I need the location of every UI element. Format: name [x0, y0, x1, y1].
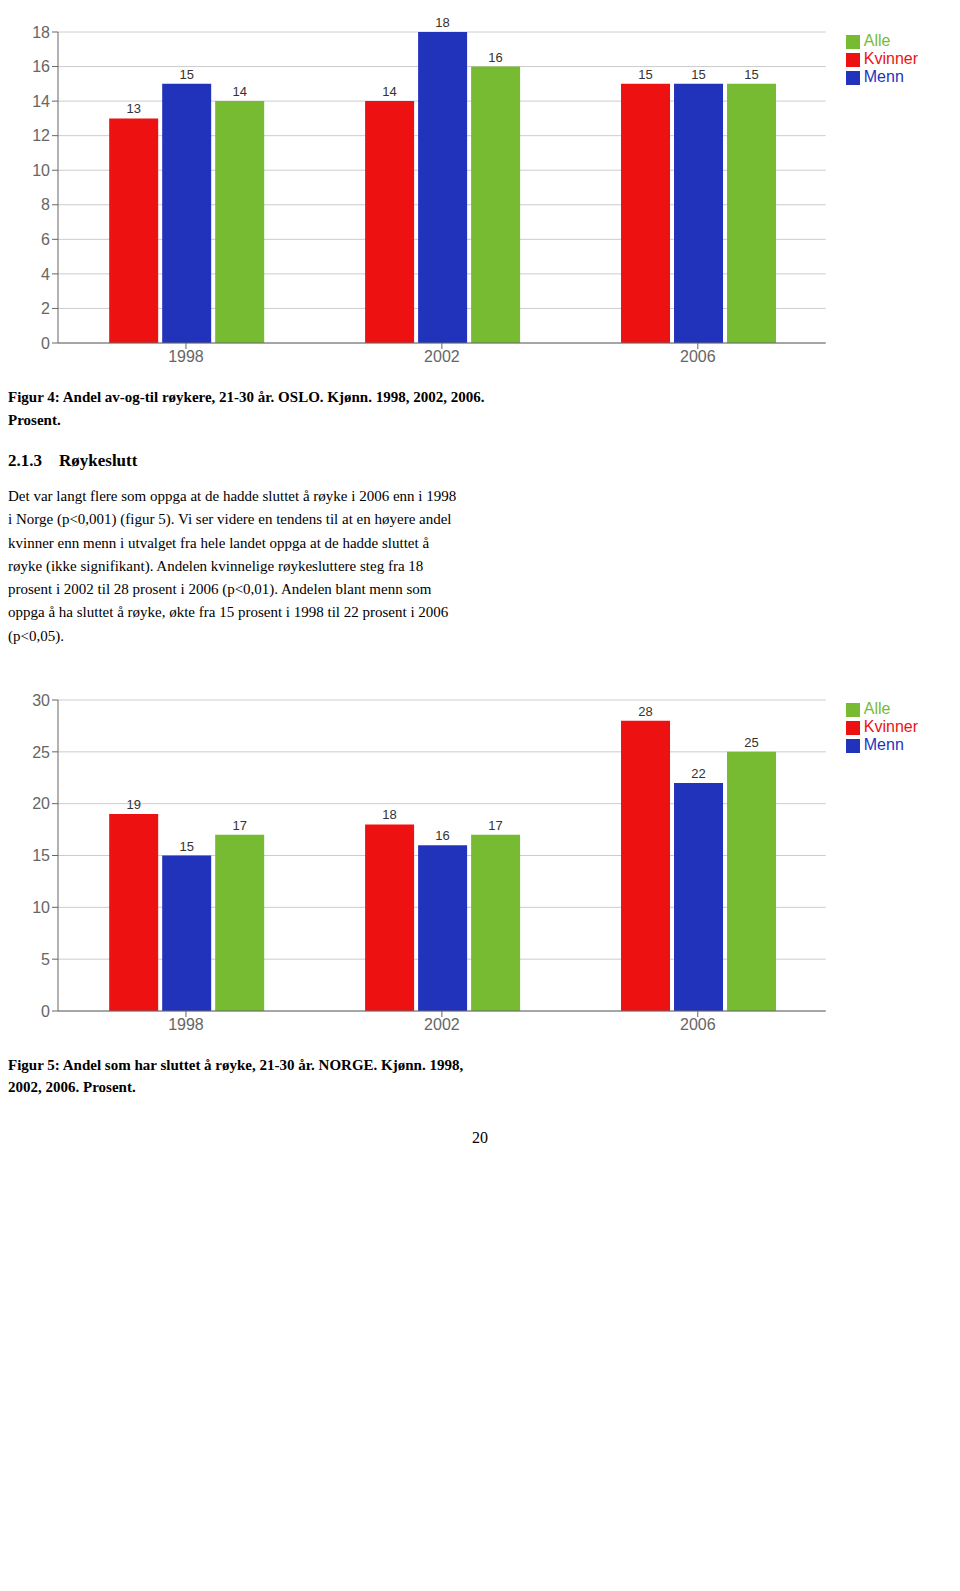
- svg-text:1998: 1998: [168, 1016, 204, 1033]
- svg-text:8: 8: [41, 196, 50, 213]
- svg-text:14: 14: [232, 84, 246, 99]
- html-text:Figur 5: Andel som har sluttet: Figur 5: Andel som har sluttet å røyke, …: [8, 1056, 464, 1096]
- svg-text:15: 15: [744, 67, 758, 82]
- svg-text:18: 18: [435, 15, 449, 30]
- svg-text:15: 15: [638, 67, 652, 82]
- html-text:Kvinner: Kvinner: [863, 50, 918, 67]
- svg-text:6: 6: [41, 231, 50, 248]
- svg-text:16: 16: [32, 58, 50, 75]
- svg-text:2: 2: [41, 300, 50, 317]
- html-text:Menn: Menn: [863, 68, 904, 85]
- svg-text:16: 16: [435, 828, 449, 843]
- html-text:2.1.3 Røykeslutt: 2.1.3 Røykeslutt: [8, 451, 138, 470]
- svg-text:16: 16: [488, 50, 502, 65]
- svg-text:17: 17: [488, 818, 502, 833]
- svg-text:2006: 2006: [680, 348, 716, 365]
- svg-text:25: 25: [32, 743, 50, 760]
- html-text:Alle: Alle: [863, 32, 891, 49]
- html-text:20: 20: [472, 1128, 488, 1146]
- svg-text:17: 17: [232, 818, 246, 833]
- svg-text:15: 15: [32, 847, 50, 864]
- svg-text:22: 22: [691, 766, 705, 781]
- svg-text:2006: 2006: [680, 1016, 716, 1033]
- svg-text:0: 0: [41, 1002, 50, 1019]
- svg-text:13: 13: [126, 101, 140, 116]
- svg-text:4: 4: [41, 266, 50, 283]
- svg-text:1998: 1998: [168, 348, 204, 365]
- html-text:Menn: Menn: [863, 735, 904, 753]
- svg-text:5: 5: [41, 951, 50, 968]
- svg-text:18: 18: [32, 24, 50, 41]
- svg-text:28: 28: [638, 703, 652, 718]
- svg-text:10: 10: [32, 899, 50, 916]
- svg-text:2002: 2002: [424, 1016, 460, 1033]
- svg-text:15: 15: [179, 67, 193, 82]
- svg-text:19: 19: [126, 797, 140, 812]
- svg-text:15: 15: [179, 838, 193, 853]
- html-text:Figur 4: Andel av-og-til røyke: Figur 4: Andel av-og-til røykere, 21-30 …: [8, 389, 485, 428]
- svg-text:0: 0: [41, 335, 50, 352]
- svg-text:15: 15: [691, 67, 705, 82]
- svg-text:30: 30: [32, 691, 50, 708]
- svg-text:12: 12: [32, 127, 50, 144]
- svg-text:2002: 2002: [424, 348, 460, 365]
- html-text:Det var langt flere som oppga: Det var langt flere som oppga at de hadd…: [8, 488, 457, 644]
- html-text:Alle: Alle: [863, 699, 891, 717]
- svg-text:10: 10: [32, 162, 50, 179]
- svg-text:20: 20: [32, 795, 50, 812]
- svg-text:25: 25: [744, 735, 758, 750]
- svg-text:18: 18: [382, 807, 396, 822]
- html-text:Kvinner: Kvinner: [863, 717, 918, 735]
- svg-text:14: 14: [382, 84, 396, 99]
- svg-text:14: 14: [32, 93, 50, 110]
